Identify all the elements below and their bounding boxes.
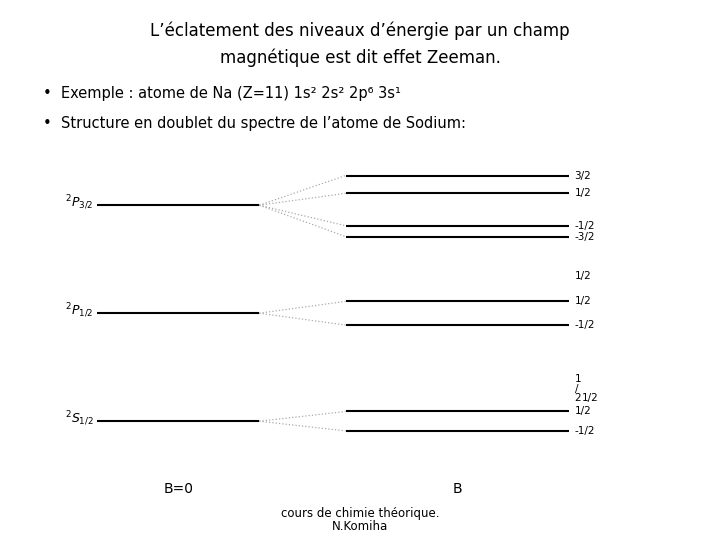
Text: L’éclatement des niveaux d’énergie par un champ: L’éclatement des niveaux d’énergie par u… bbox=[150, 22, 570, 40]
Text: •  Structure en doublet du spectre de l’atome de Sodium:: • Structure en doublet du spectre de l’a… bbox=[43, 116, 467, 131]
Text: /: / bbox=[575, 384, 578, 394]
Text: $^2P_{1/2}$: $^2P_{1/2}$ bbox=[66, 301, 94, 320]
Text: 1/2: 1/2 bbox=[575, 407, 591, 416]
Text: 3/2: 3/2 bbox=[575, 171, 591, 180]
Text: N.Komiha: N.Komiha bbox=[332, 520, 388, 533]
Text: 1/2: 1/2 bbox=[575, 272, 591, 281]
Text: •  Exemple : atome de Na (Z=11) 1s² 2s² 2p⁶ 3s¹: • Exemple : atome de Na (Z=11) 1s² 2s² 2… bbox=[43, 86, 401, 102]
Text: 1: 1 bbox=[575, 374, 581, 384]
Text: $^2P_{3/2}$: $^2P_{3/2}$ bbox=[66, 193, 94, 212]
Text: -1/2: -1/2 bbox=[575, 320, 595, 330]
Text: 1/2: 1/2 bbox=[582, 393, 598, 403]
Text: 2: 2 bbox=[575, 393, 581, 403]
Text: -1/2: -1/2 bbox=[575, 221, 595, 231]
Text: 1/2: 1/2 bbox=[575, 188, 591, 198]
Text: B: B bbox=[452, 482, 462, 496]
Text: cours de chimie théorique.: cours de chimie théorique. bbox=[281, 507, 439, 519]
Text: -3/2: -3/2 bbox=[575, 232, 595, 241]
Text: magnétique est dit effet Zeeman.: magnétique est dit effet Zeeman. bbox=[220, 49, 500, 67]
Text: B=0: B=0 bbox=[163, 482, 193, 496]
Text: -1/2: -1/2 bbox=[575, 426, 595, 436]
Text: $^2S_{1/2}$: $^2S_{1/2}$ bbox=[65, 409, 94, 428]
Text: 1/2: 1/2 bbox=[575, 296, 591, 306]
